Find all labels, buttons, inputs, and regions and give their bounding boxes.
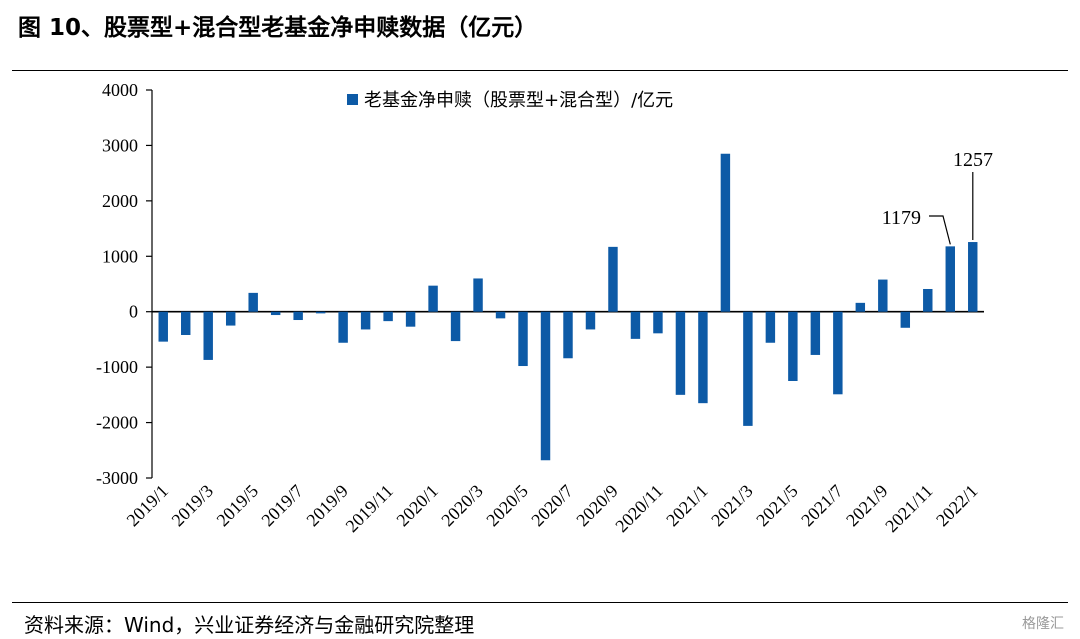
bar [270, 311, 281, 316]
legend-label: 老基金净申赎（股票型+混合型）/亿元 [364, 90, 673, 111]
y-tick-label: 4000 [102, 80, 138, 100]
bar [653, 311, 663, 334]
x-tick-label: 2021/11 [881, 481, 936, 536]
bar [945, 246, 955, 312]
y-tick-label: -1000 [96, 357, 138, 377]
bottom-rule [12, 602, 1068, 603]
x-tick-label: 2021/3 [707, 481, 757, 531]
source-note: 资料来源：Wind，兴业证券经济与金融研究院整理 [24, 613, 475, 637]
x-tick-label: 2019/11 [342, 481, 397, 536]
bar [248, 292, 258, 312]
y-tick-label: -2000 [96, 413, 138, 433]
x-tick-label: 2022/1 [932, 481, 982, 531]
bar [518, 311, 528, 367]
bar [788, 311, 798, 381]
bar [923, 288, 933, 312]
x-tick-label: 2020/3 [437, 481, 487, 531]
bar [878, 279, 888, 312]
x-tick-label: 2019/1 [123, 481, 173, 531]
figure-title: 图 10、股票型+混合型老基金净申赎数据（亿元） [18, 15, 538, 41]
data-label: 1257 [953, 149, 993, 171]
bar [630, 311, 641, 339]
x-tick-label: 2021/5 [752, 481, 802, 531]
watermark-logo: 格隆汇 [1022, 616, 1064, 632]
bar [765, 311, 776, 343]
y-tick-label: 2000 [102, 191, 138, 211]
bar [720, 153, 731, 312]
bar [495, 311, 506, 319]
bar [203, 311, 213, 360]
bar [360, 311, 371, 330]
bar [833, 311, 843, 395]
bar [181, 311, 191, 335]
bar [743, 311, 753, 426]
y-tick-label: 1000 [102, 246, 138, 266]
x-tick-label: 2019/7 [257, 481, 307, 531]
x-tick-label: 2019/3 [168, 481, 218, 531]
x-tick-label: 2019/5 [213, 481, 263, 531]
bar [563, 311, 573, 359]
bar [698, 311, 708, 404]
y-tick-label: -3000 [96, 468, 138, 488]
bar [968, 242, 978, 312]
x-tick-label: 2021/7 [797, 481, 847, 531]
data-label: 1179 [882, 207, 921, 229]
x-tick-label: 2020/1 [392, 481, 442, 531]
bar [473, 278, 483, 312]
x-tick-label: 2021/1 [662, 481, 712, 531]
x-tick-label: 2020/11 [611, 481, 666, 536]
bar [810, 311, 821, 355]
bar [608, 246, 618, 312]
bar [855, 302, 866, 312]
chart-bars [158, 153, 978, 461]
y-tick-label: 0 [129, 302, 138, 322]
bar [585, 311, 596, 330]
bar [158, 311, 168, 342]
bar [540, 311, 551, 461]
x-axis-labels: 2019/12019/32019/52019/72019/92019/11202… [123, 481, 982, 536]
bar [450, 311, 461, 342]
chart-axes [146, 89, 984, 479]
x-tick-label: 2020/5 [482, 481, 532, 531]
bar [428, 285, 438, 312]
bar [293, 311, 303, 321]
bar [315, 311, 326, 314]
bar [338, 311, 348, 343]
bar [675, 311, 686, 395]
chart-legend: 老基金净申赎（股票型+混合型）/亿元 [347, 90, 673, 111]
leader-line [929, 215, 951, 245]
y-tick-label: 3000 [102, 135, 138, 155]
y-axis-labels: 4000 3000 2000 1000 0 -1000 -2000 -3000 [96, 80, 138, 488]
legend-swatch [347, 94, 358, 105]
x-tick-label: 2020/7 [527, 481, 577, 531]
bar [383, 311, 393, 322]
top-rule [12, 70, 1068, 71]
bar [225, 311, 236, 326]
bar [405, 311, 416, 327]
chart-annotations: 1179 1257 [882, 149, 993, 245]
bar [900, 311, 911, 328]
